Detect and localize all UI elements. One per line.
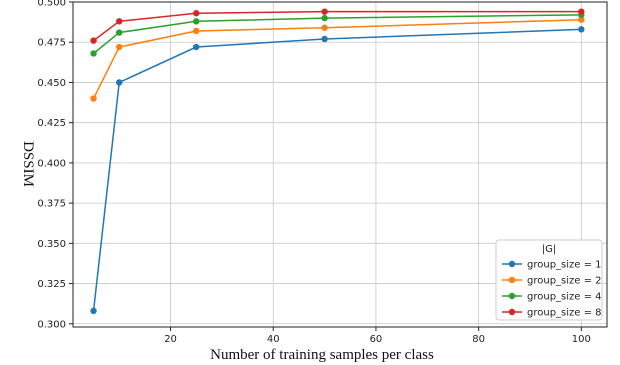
data-point [193,18,200,25]
legend-item: group_size = 2 [502,276,602,287]
data-point [321,8,328,15]
legend-marker [508,308,516,316]
legend-title: |G| [542,244,557,255]
data-point [90,37,97,44]
legend-marker [508,292,516,300]
legend-label: group_size = 1 [527,260,602,271]
data-point [116,43,123,51]
y-tick-label: 0.400 [37,158,66,169]
data-point [578,8,585,15]
legend-box [495,239,603,321]
series-group [90,8,585,315]
data-point [116,29,123,36]
legend-item: group_size = 8 [502,308,602,319]
legend-item: group_size = 1 [502,260,602,271]
x-axis-title: Number of training samples per class [210,347,434,363]
legend-label: group_size = 2 [527,276,602,287]
data-point [193,43,200,51]
x-tick-label: 40 [267,334,280,345]
data-point [578,16,585,23]
series-2 [90,16,585,102]
y-tick-label: 0.375 [37,199,66,210]
data-point [321,14,328,22]
y-tick-label: 0.350 [37,239,66,250]
y-tick-label: 0.450 [37,78,66,89]
y-tick-label: 0.500 [37,0,66,9]
y-axis-ticks: 0.300 0.325 0.350 0.375 0.400 0.425 0.450 0.475… [37,0,73,330]
y-axis-title: DSSIM [20,141,36,187]
data-point [578,26,585,33]
data-point [90,50,97,57]
x-axis-ticks: 20 40 60 80 100 [164,327,591,345]
data-point [90,307,97,315]
data-point [90,95,97,102]
y-tick-label: 0.475 [37,38,66,49]
x-tick-label: 100 [572,334,591,345]
series-4 [90,8,585,44]
data-point [321,24,328,31]
x-tick-label: 60 [370,334,383,345]
x-tick-label: 20 [164,334,177,345]
legend-marker [508,276,516,284]
data-point [193,10,200,17]
series-1 [90,26,585,315]
legend: |G| group_size = 1 group_size = 2 group_si… [495,239,603,321]
data-point [321,35,328,43]
legend-label: group_size = 8 [527,308,602,319]
y-tick-label: 0.300 [37,319,66,330]
data-point [116,79,123,86]
legend-label: group_size = 4 [527,292,602,303]
data-point [116,18,123,25]
legend-item: group_size = 4 [502,292,602,303]
plot-frame [72,1,608,328]
x-tick-label: 80 [472,334,485,345]
legend-marker [508,260,516,268]
data-point [193,27,200,35]
y-tick-label: 0.325 [37,279,66,290]
y-tick-label: 0.425 [37,118,66,129]
